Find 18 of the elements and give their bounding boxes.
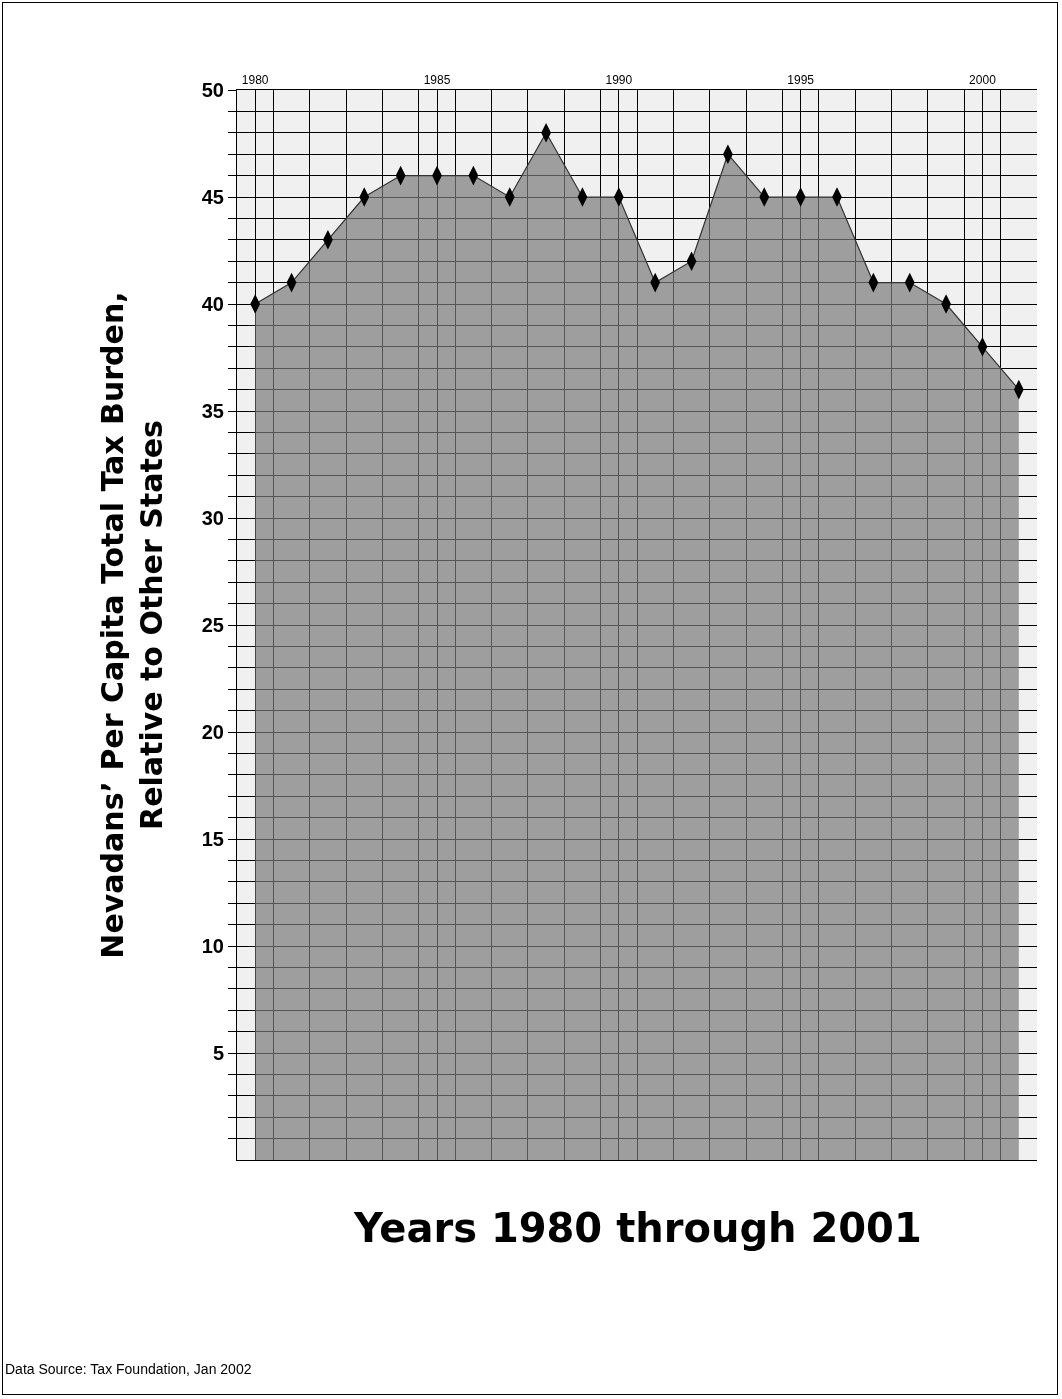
y-tick-label: 5 — [212, 1042, 224, 1064]
x-tick-label: 1985 — [423, 73, 451, 88]
x-tick-label: 1990 — [605, 73, 633, 88]
x-tick-label: 2000 — [969, 73, 997, 88]
x-axis-title: Years 1980 through 2001 — [353, 1205, 922, 1251]
source-note: Data Source: Tax Foundation, Jan 2002 — [5, 1361, 252, 1377]
y-tick-label: 30 — [201, 507, 224, 529]
y-tick-label: 20 — [201, 721, 224, 743]
x-tick-label: 1980 — [241, 73, 269, 88]
y-tick-label: 50 — [201, 79, 224, 101]
y-tick-label: 10 — [201, 935, 224, 957]
y-tick-label: 45 — [201, 186, 224, 208]
y-tick-label: 40 — [201, 293, 224, 315]
y-tick-label: 15 — [201, 828, 224, 850]
x-tick-label: 1995 — [787, 73, 815, 88]
y-tick-label: 35 — [201, 400, 224, 422]
y-tick-label: 25 — [201, 614, 224, 636]
y-axis-title: Nevadans’ Per Capita Total Tax Burden, Relative to Other States — [94, 291, 169, 959]
